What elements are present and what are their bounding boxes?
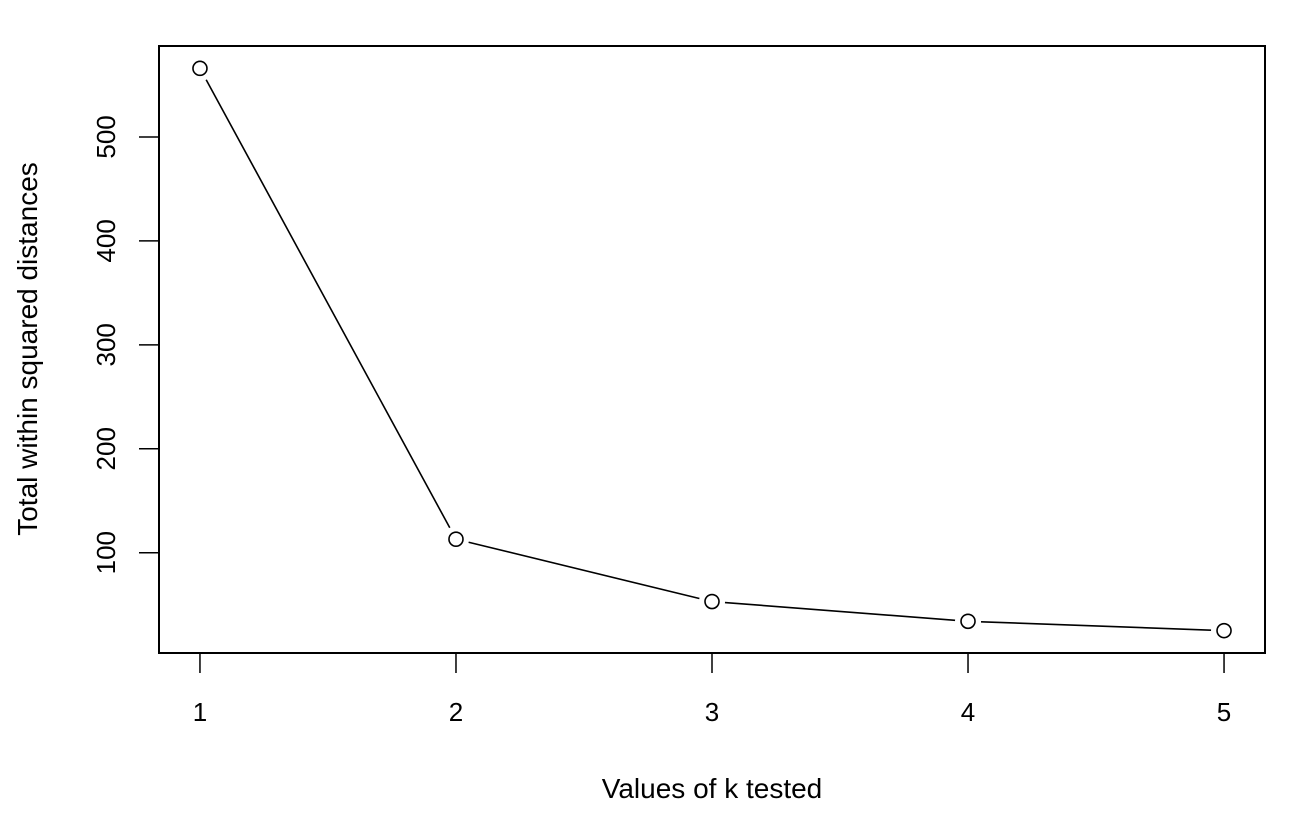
- series-layer: [192, 60, 1232, 639]
- series-line-segment: [980, 620, 1212, 631]
- x-tick-label: 3: [705, 697, 719, 727]
- data-point-marker: [960, 613, 976, 630]
- y-tick-label: 200: [91, 427, 121, 470]
- x-tick-label: 1: [193, 697, 207, 727]
- x-tick-label: 5: [1217, 697, 1231, 727]
- series-line-segment: [724, 601, 956, 622]
- x-axis: 1 2 3 4 5: [193, 652, 1231, 727]
- plot-frame: [158, 45, 1266, 654]
- x-axis-title: Values of k tested: [602, 773, 823, 804]
- y-axis-title: Total within squared distances: [12, 162, 43, 536]
- series-line-segment: [205, 79, 451, 529]
- y-tick-label: 500: [91, 115, 121, 158]
- y-axis: 100 200 300 400 500: [91, 115, 160, 574]
- y-tick-label: 300: [91, 323, 121, 366]
- data-point-marker: [704, 593, 720, 610]
- data-point-marker: [448, 531, 464, 547]
- data-point-marker: [192, 60, 208, 77]
- x-tick-label: 2: [449, 697, 463, 727]
- data-point-marker: [1216, 622, 1232, 639]
- y-tick-label: 400: [91, 219, 121, 262]
- y-tick-label: 100: [91, 531, 121, 574]
- series-line-segment: [468, 541, 700, 600]
- x-tick-label: 4: [961, 697, 975, 727]
